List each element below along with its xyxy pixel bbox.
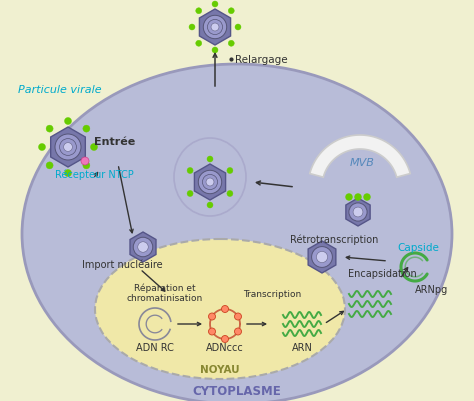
Circle shape (187, 168, 193, 174)
Text: ARNpg: ARNpg (415, 284, 448, 294)
Text: MVB: MVB (349, 158, 374, 168)
Ellipse shape (133, 238, 153, 257)
Polygon shape (130, 233, 156, 262)
Circle shape (227, 191, 233, 197)
Circle shape (196, 9, 202, 15)
Circle shape (221, 306, 228, 313)
Ellipse shape (202, 175, 218, 190)
Circle shape (212, 48, 218, 54)
Circle shape (235, 25, 241, 31)
Polygon shape (200, 10, 230, 46)
Circle shape (355, 194, 361, 200)
Circle shape (83, 126, 90, 133)
Circle shape (207, 203, 213, 209)
Circle shape (364, 194, 370, 200)
Ellipse shape (198, 171, 222, 194)
Ellipse shape (55, 135, 81, 160)
Ellipse shape (206, 178, 214, 186)
Circle shape (209, 313, 216, 320)
Text: Encapsidation: Encapsidation (348, 268, 417, 278)
Text: Entrée: Entrée (94, 137, 135, 147)
Text: ADN RC: ADN RC (136, 342, 174, 352)
Circle shape (235, 328, 241, 335)
Ellipse shape (353, 208, 363, 217)
Ellipse shape (208, 20, 223, 35)
Circle shape (91, 144, 98, 151)
Text: Récepteur NTCP: Récepteur NTCP (55, 169, 134, 180)
Circle shape (207, 157, 213, 162)
Ellipse shape (22, 65, 452, 401)
Polygon shape (346, 198, 370, 227)
Circle shape (228, 9, 234, 15)
Ellipse shape (95, 239, 345, 379)
Text: CYTOPLASME: CYTOPLASME (192, 385, 282, 397)
Circle shape (196, 41, 202, 47)
Circle shape (83, 162, 90, 170)
Circle shape (46, 126, 53, 133)
Circle shape (64, 118, 72, 125)
Text: Relargage: Relargage (235, 55, 288, 65)
Text: NOYAU: NOYAU (200, 364, 240, 374)
Circle shape (38, 144, 46, 151)
Circle shape (187, 191, 193, 197)
Circle shape (189, 25, 195, 31)
Circle shape (346, 194, 352, 200)
Ellipse shape (349, 203, 367, 221)
Text: Import nucléaire: Import nucléaire (82, 259, 163, 269)
Text: Rétrotranscription: Rétrotranscription (290, 234, 378, 245)
Circle shape (64, 170, 72, 177)
Ellipse shape (203, 16, 227, 40)
Circle shape (228, 41, 234, 47)
Circle shape (221, 336, 228, 342)
Ellipse shape (311, 247, 332, 268)
Text: Capside: Capside (397, 242, 439, 252)
Polygon shape (194, 164, 226, 200)
Circle shape (46, 162, 53, 170)
Polygon shape (310, 136, 410, 178)
Ellipse shape (138, 242, 148, 253)
Text: Transcription: Transcription (243, 290, 301, 299)
Ellipse shape (60, 139, 76, 156)
Polygon shape (308, 241, 336, 273)
Circle shape (81, 158, 89, 166)
Polygon shape (51, 128, 85, 168)
Circle shape (227, 168, 233, 174)
Text: Réparation et
chromatinisation: Réparation et chromatinisation (127, 282, 203, 302)
Circle shape (212, 2, 218, 8)
Ellipse shape (64, 143, 73, 152)
Ellipse shape (211, 24, 219, 32)
Text: ADNccc: ADNccc (206, 342, 244, 352)
Text: ARN: ARN (292, 342, 312, 352)
Circle shape (235, 313, 241, 320)
Ellipse shape (317, 252, 328, 263)
Circle shape (209, 328, 216, 335)
Text: Particule virale: Particule virale (18, 85, 101, 95)
